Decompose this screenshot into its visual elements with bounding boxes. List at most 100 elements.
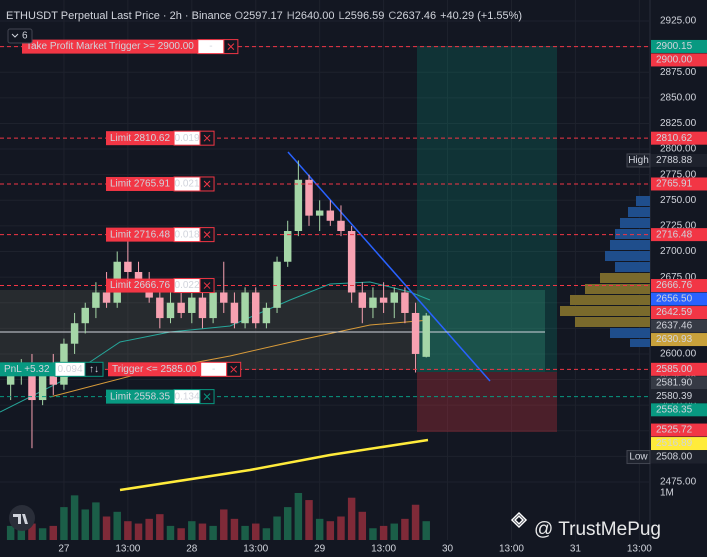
volume-bar bbox=[294, 493, 303, 540]
order-qty: 0.134 bbox=[175, 391, 200, 402]
candle-body bbox=[305, 179, 313, 216]
candle-body bbox=[102, 292, 111, 303]
volume-bar bbox=[262, 528, 271, 540]
position-reverse-bg[interactable] bbox=[84, 361, 104, 377]
legend-value: 2597.17 bbox=[243, 10, 283, 22]
y-tick-label: 2850.00 bbox=[660, 92, 697, 103]
candle-body bbox=[156, 297, 164, 319]
cancel-icon bbox=[227, 43, 235, 50]
candle-body bbox=[315, 210, 324, 216]
volume-bar bbox=[358, 511, 367, 540]
badge-bg bbox=[626, 153, 651, 168]
cancel-icon bbox=[203, 134, 211, 142]
chevron-icon bbox=[11, 33, 19, 38]
vp-bar bbox=[600, 273, 650, 283]
price-tag: 2716.48 bbox=[656, 229, 693, 240]
price-tag-bg bbox=[651, 319, 707, 333]
badge-bg bbox=[626, 450, 651, 465]
order-label: Limit 2716.48 bbox=[110, 229, 170, 240]
legend-key: L bbox=[339, 10, 345, 22]
price-tag: 2765.91 bbox=[656, 179, 693, 190]
candle-body bbox=[198, 297, 207, 319]
volume-bar bbox=[401, 518, 409, 540]
volume-bar bbox=[305, 500, 313, 540]
volume-bar bbox=[273, 516, 281, 540]
header: ETHUSDT Perpetual Last Price · 2h · Bina… bbox=[6, 10, 522, 44]
volume-tick-label: 1M bbox=[660, 488, 674, 499]
candle-body bbox=[124, 261, 132, 272]
y-tick-label: 2600.00 bbox=[660, 349, 697, 360]
volume-bar bbox=[166, 525, 175, 540]
price-tag-bg bbox=[651, 376, 707, 390]
watermark-icon bbox=[510, 511, 528, 529]
x-tick-label: 27 bbox=[58, 544, 70, 555]
vp-bar bbox=[560, 306, 650, 316]
y-tick-label: 2825.00 bbox=[660, 118, 697, 129]
order-qty: 0.021 bbox=[175, 179, 200, 190]
price-tag: 2666.76 bbox=[656, 280, 693, 291]
order-qty: - bbox=[212, 364, 215, 375]
volume-bar bbox=[209, 525, 217, 540]
volume-bar bbox=[28, 523, 36, 540]
drawings bbox=[0, 46, 650, 492]
x-tick-label: 13:00 bbox=[499, 544, 524, 555]
x-tick-label: 29 bbox=[314, 544, 326, 555]
candle-body bbox=[28, 364, 36, 401]
y-tick-label: 2875.00 bbox=[660, 67, 697, 78]
x-tick-label: 13:00 bbox=[371, 544, 396, 555]
order-label-bg bbox=[106, 227, 175, 242]
order-label-bg bbox=[106, 176, 175, 191]
orders: Take Profit Market Trigger >= 2900.00 - Li… bbox=[0, 39, 650, 405]
candle-body bbox=[326, 210, 335, 221]
range-box bbox=[0, 290, 545, 370]
x-tick-label: 13:00 bbox=[627, 544, 652, 555]
price-axis-bg bbox=[650, 0, 707, 557]
price-tag: 2630.93 bbox=[656, 334, 693, 345]
y-tick-label: 2775.00 bbox=[660, 169, 697, 180]
candle-body bbox=[347, 231, 356, 293]
legend-key: O bbox=[234, 10, 243, 22]
candle-body bbox=[283, 231, 292, 262]
candle-body bbox=[422, 315, 430, 357]
candle-body bbox=[252, 292, 260, 324]
indicator-toggle[interactable] bbox=[7, 28, 33, 44]
price-tag: 2580.39 bbox=[656, 391, 693, 402]
price-tag: 2810.62 bbox=[656, 133, 693, 144]
price-tag-bg bbox=[651, 177, 707, 191]
position-qty: 0.094 bbox=[57, 364, 82, 375]
trend-line bbox=[287, 151, 491, 382]
candle-body bbox=[6, 374, 15, 385]
vp-bar bbox=[570, 295, 650, 305]
candle-body bbox=[70, 323, 79, 344]
logo-mark bbox=[13, 514, 28, 524]
candle-body bbox=[401, 292, 409, 313]
volume-bar bbox=[220, 509, 228, 540]
long-stop-zone bbox=[417, 372, 557, 432]
candle-body bbox=[379, 297, 388, 303]
watermark-group: @ TrustMePug bbox=[510, 511, 661, 540]
position-reverse: ↑↓ bbox=[89, 364, 99, 375]
volume-bar bbox=[102, 516, 111, 540]
tv-logo bbox=[9, 505, 35, 531]
candle-body bbox=[358, 292, 367, 308]
candle-body bbox=[273, 261, 281, 308]
volume-bar bbox=[283, 507, 292, 540]
price-tag-bg bbox=[651, 450, 707, 464]
price-tag: 2788.88 bbox=[656, 155, 693, 166]
volume-bar bbox=[252, 523, 260, 540]
price-tag-bg bbox=[651, 39, 707, 53]
volume-bar bbox=[188, 521, 196, 540]
price-tag-bg bbox=[651, 153, 707, 167]
pnl-bg bbox=[0, 362, 55, 377]
price-tag: 2900.15 bbox=[656, 41, 693, 52]
vp-bar bbox=[628, 207, 650, 217]
volume-bar bbox=[326, 521, 335, 540]
volume-bar bbox=[49, 525, 58, 540]
volume-bar bbox=[315, 518, 324, 540]
price-tag-bg bbox=[651, 53, 707, 67]
volume-bar bbox=[113, 511, 121, 540]
price-badge: High bbox=[628, 155, 649, 166]
candle-body bbox=[230, 302, 239, 324]
